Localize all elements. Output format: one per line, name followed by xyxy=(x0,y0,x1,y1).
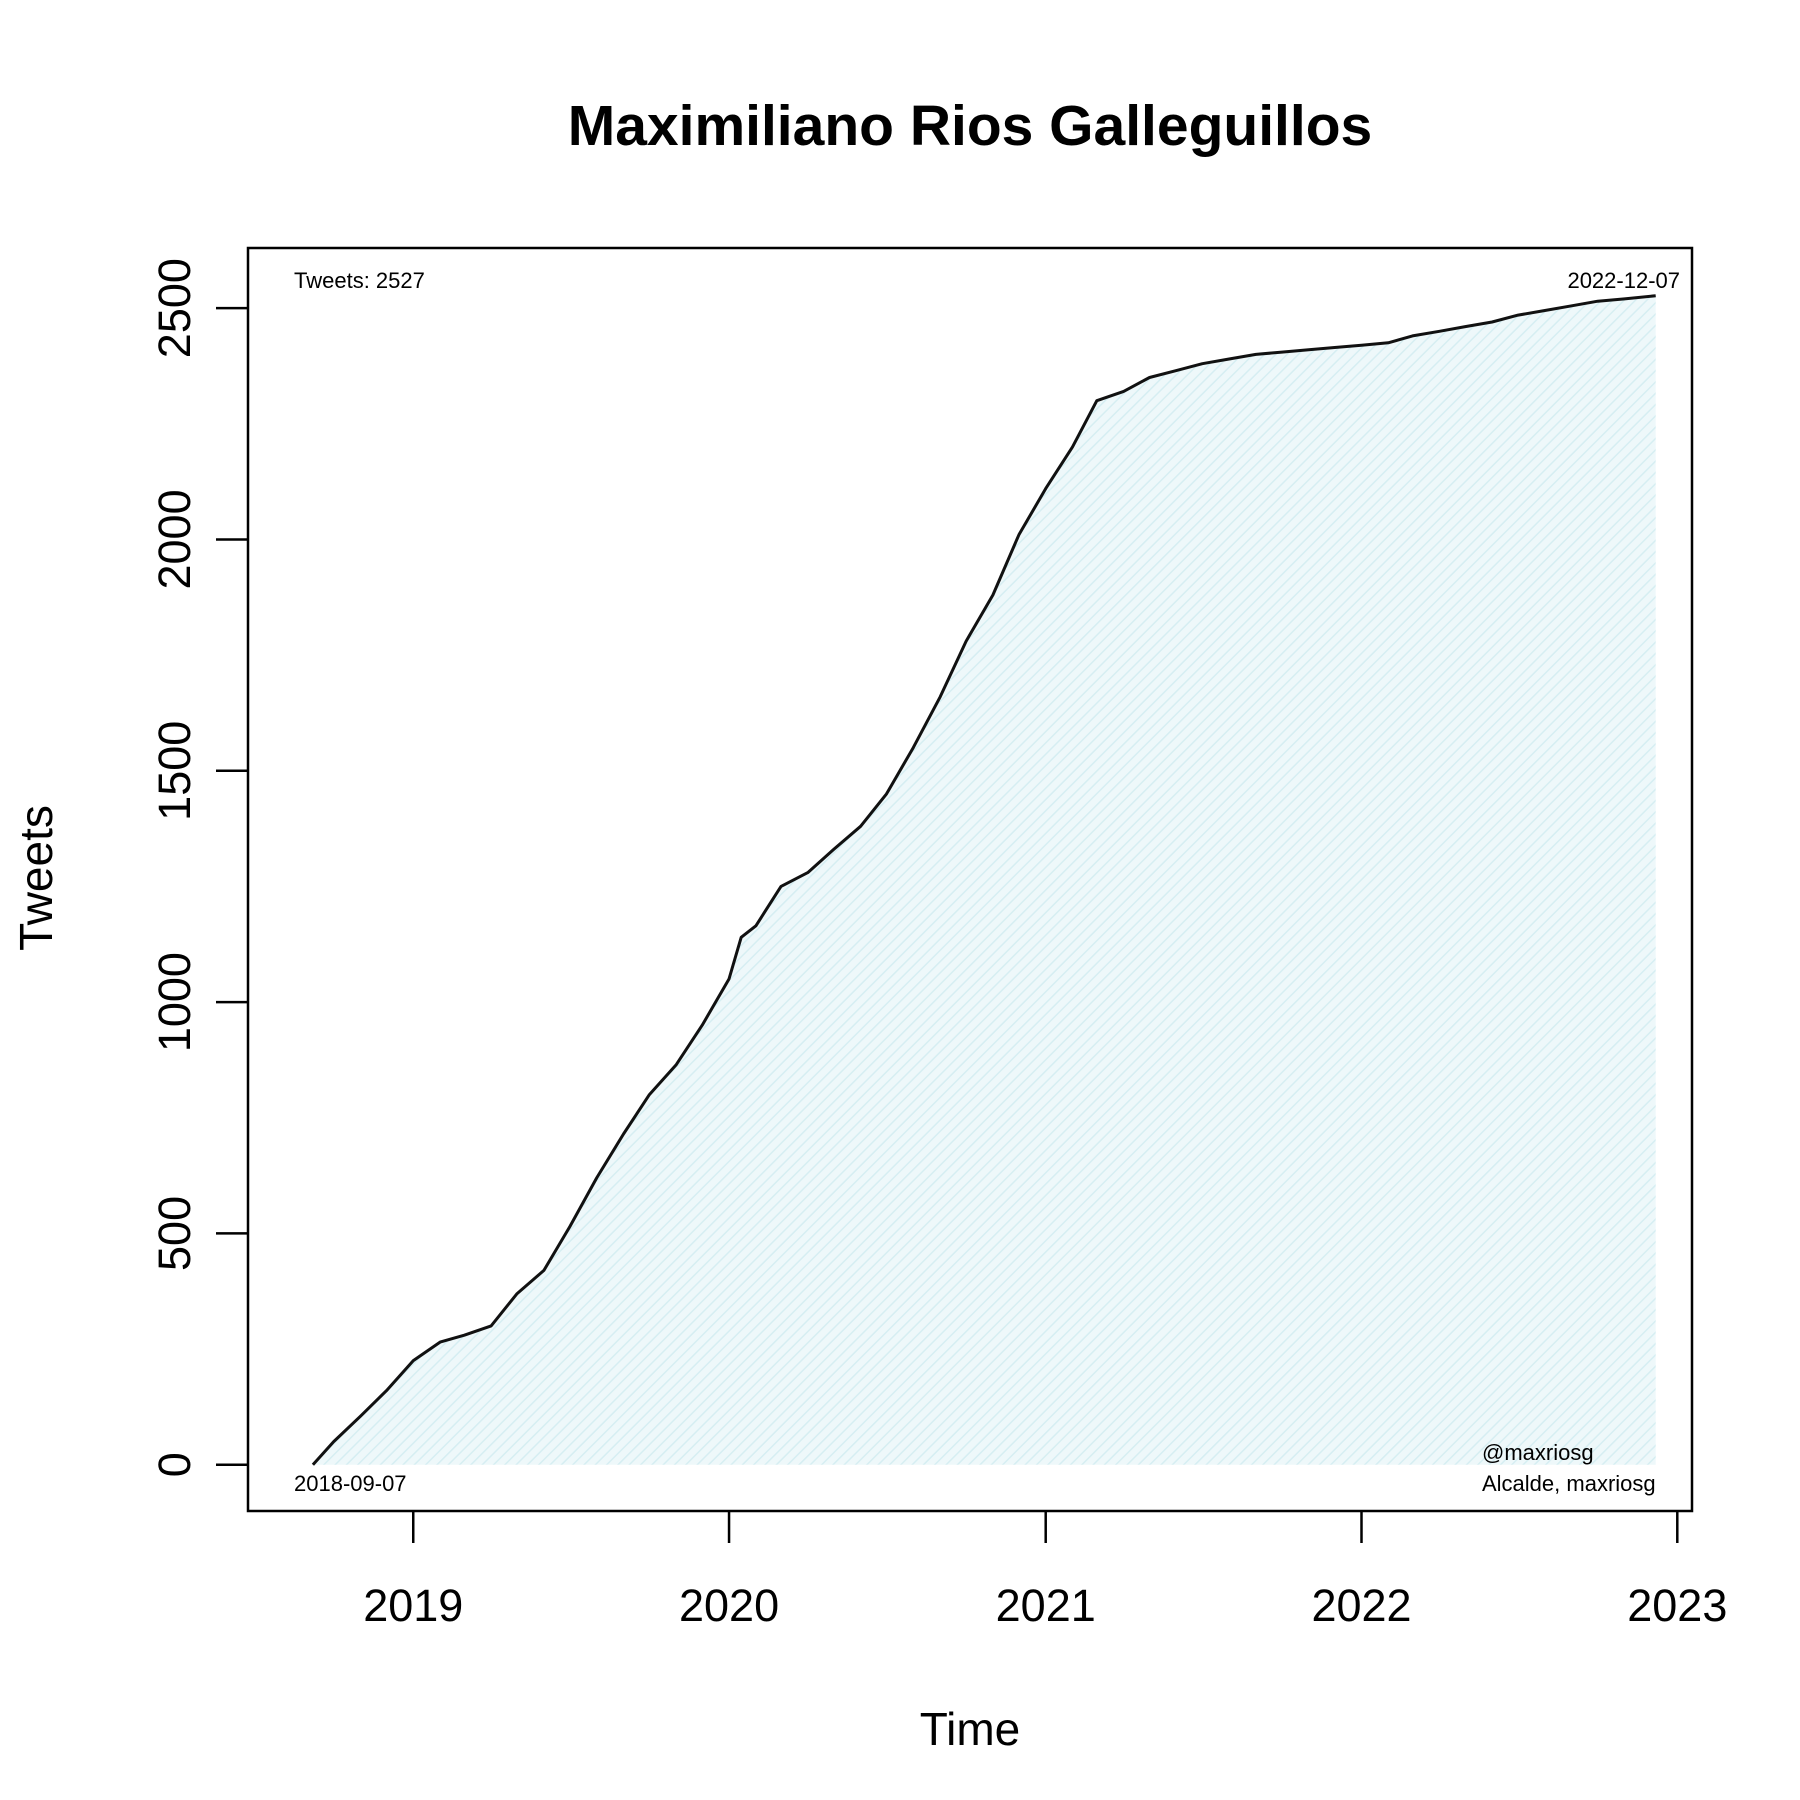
x-tick-label: 2020 xyxy=(679,1580,779,1631)
x-tick-label: 2023 xyxy=(1627,1580,1727,1631)
cumulative-area-fill xyxy=(312,295,1656,1465)
x-tick-label: 2019 xyxy=(363,1580,463,1631)
tweet-count-annotation: Tweets: 2527 xyxy=(294,268,425,293)
y-axis-label: Tweets xyxy=(10,805,62,951)
x-axis: 2019 2020 2021 2022 2023 xyxy=(363,1511,1727,1631)
x-tick-label: 2021 xyxy=(996,1580,1096,1631)
y-tick-label: 2000 xyxy=(149,489,200,589)
x-tick-label: 2022 xyxy=(1311,1580,1411,1631)
role-annotation: Alcalde, maxriosg xyxy=(1482,1471,1656,1496)
plot-area xyxy=(311,294,1656,1466)
y-axis: 0 500 1000 1500 2000 2500 xyxy=(149,258,248,1477)
cumulative-tweets-line xyxy=(311,294,1656,1466)
plot-frame xyxy=(246,246,1694,1513)
y-tick-label: 1500 xyxy=(149,721,200,821)
y-tick-label: 500 xyxy=(149,1196,200,1271)
x-axis-label: Time xyxy=(920,1703,1021,1755)
start-date-annotation: 2018-09-07 xyxy=(294,1471,407,1496)
end-date-annotation: 2022-12-07 xyxy=(1567,268,1680,293)
y-tick-label: 0 xyxy=(149,1452,200,1477)
handle-annotation: @maxriosg xyxy=(1482,1440,1594,1465)
y-tick-label: 1000 xyxy=(149,952,200,1052)
y-tick-label: 2500 xyxy=(149,258,200,358)
chart-title: Maximiliano Rios Galleguillos xyxy=(568,94,1373,158)
